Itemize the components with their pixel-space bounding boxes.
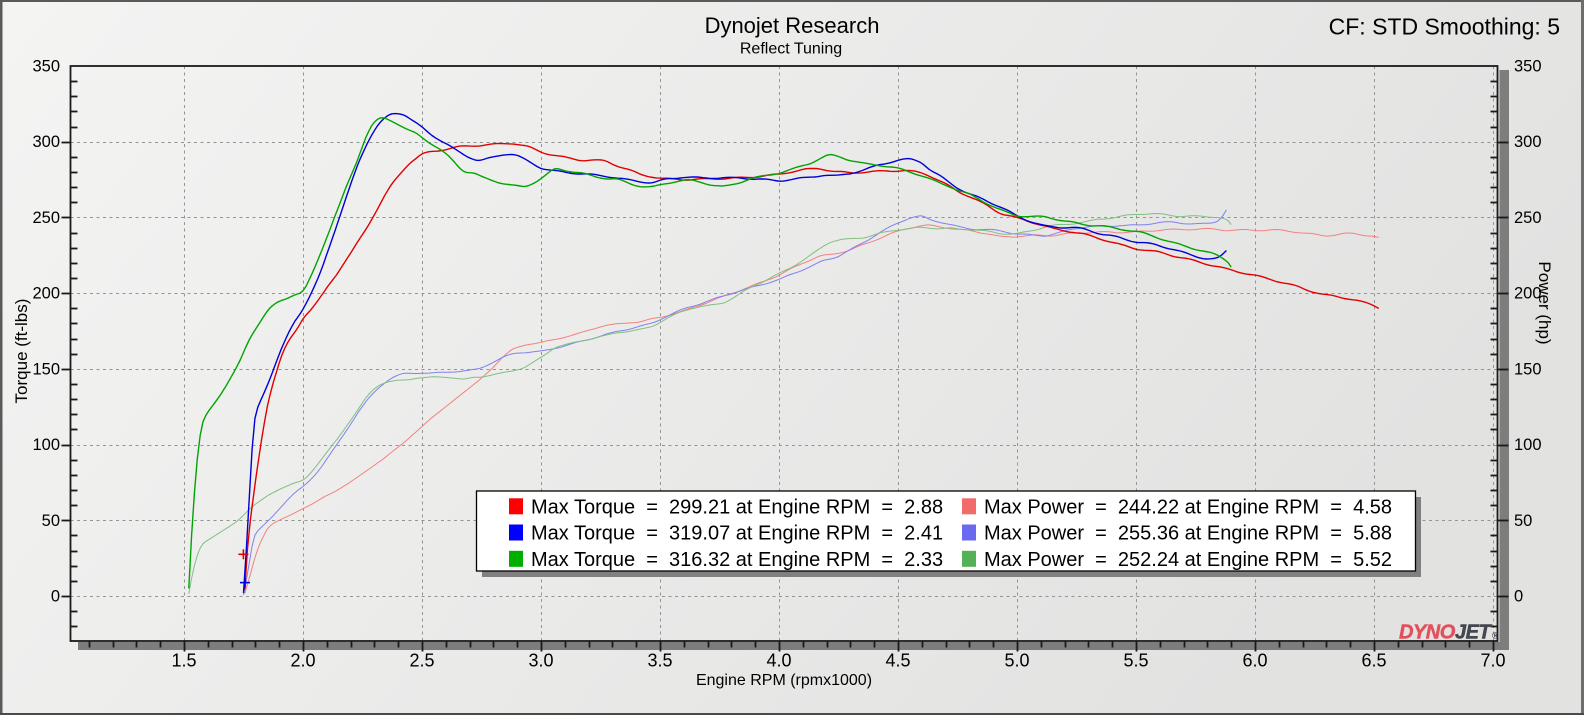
svg-text:50: 50 xyxy=(1514,512,1532,530)
svg-text:200: 200 xyxy=(1514,285,1542,303)
svg-text:Engine RPM (rpmx1000): Engine RPM (rpmx1000) xyxy=(696,672,872,689)
svg-text:Max Torque = 319.07 at Engin: Max Torque = 319.07 at Engine RPM = 2.41 xyxy=(531,523,943,545)
svg-text:7.0: 7.0 xyxy=(1480,651,1505,671)
svg-text:JET: JET xyxy=(1455,622,1492,644)
svg-text:5.5: 5.5 xyxy=(1123,651,1148,671)
svg-text:Power (hp): Power (hp) xyxy=(1535,261,1554,344)
svg-text:300: 300 xyxy=(1514,133,1542,151)
svg-text:Max Power = 244.22 at Engine: Max Power = 244.22 at Engine RPM = 4.58 xyxy=(984,496,1392,518)
svg-text:250: 250 xyxy=(32,209,60,227)
svg-text:4.5: 4.5 xyxy=(885,651,910,671)
svg-text:100: 100 xyxy=(1514,436,1542,454)
svg-text:3.5: 3.5 xyxy=(647,651,672,671)
svg-text:Max Power = 255.36 at Engine: Max Power = 255.36 at Engine RPM = 5.88 xyxy=(984,523,1392,545)
svg-text:100: 100 xyxy=(32,436,60,454)
svg-text:6.0: 6.0 xyxy=(1242,651,1267,671)
svg-text:Reflect Tuning: Reflect Tuning xyxy=(740,41,842,58)
svg-text:5.0: 5.0 xyxy=(1004,651,1029,671)
svg-text:50: 50 xyxy=(42,512,60,530)
svg-text:Dynojet Research: Dynojet Research xyxy=(705,13,880,38)
svg-text:200: 200 xyxy=(32,285,60,303)
svg-text:3.0: 3.0 xyxy=(528,651,553,671)
svg-text:®: ® xyxy=(1492,631,1499,641)
svg-text:Max Torque = 316.32 at Engin: Max Torque = 316.32 at Engine RPM = 2.33 xyxy=(531,549,943,571)
svg-text:1.5: 1.5 xyxy=(171,651,196,671)
svg-text:Max Torque = 299.21 at Engin: Max Torque = 299.21 at Engine RPM = 2.88 xyxy=(531,496,943,518)
svg-text:300: 300 xyxy=(32,133,60,151)
svg-text:250: 250 xyxy=(1514,209,1542,227)
svg-text:DYNO: DYNO xyxy=(1399,622,1456,644)
svg-text:350: 350 xyxy=(32,58,60,76)
svg-text:Max Power = 252.24 at Engine: Max Power = 252.24 at Engine RPM = 5.52 xyxy=(984,549,1392,571)
svg-text:150: 150 xyxy=(32,360,60,378)
svg-text:2.5: 2.5 xyxy=(409,651,434,671)
svg-text:0: 0 xyxy=(1514,588,1523,606)
svg-text:350: 350 xyxy=(1514,58,1542,76)
svg-text:Torque (ft-lbs): Torque (ft-lbs) xyxy=(12,299,31,404)
svg-text:0: 0 xyxy=(51,588,60,606)
svg-text:150: 150 xyxy=(1514,360,1542,378)
svg-text:4.0: 4.0 xyxy=(766,651,791,671)
svg-text:CF: STD Smoothing: 5: CF: STD Smoothing: 5 xyxy=(1329,14,1560,40)
svg-text:6.5: 6.5 xyxy=(1361,651,1386,671)
svg-text:2.0: 2.0 xyxy=(290,651,315,671)
